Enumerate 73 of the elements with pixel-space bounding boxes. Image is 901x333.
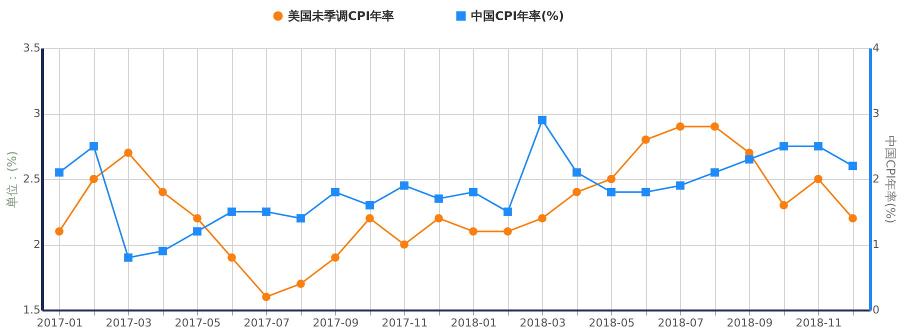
y2-tick-label: 0 (872, 304, 880, 316)
y-tick-label: 2 (34, 238, 40, 251)
point (331, 188, 340, 196)
point (124, 148, 132, 157)
point (400, 240, 408, 249)
x-tick-label: 2017-05 (174, 316, 221, 330)
point (331, 253, 340, 262)
point (642, 188, 650, 196)
point (296, 280, 305, 288)
y2-tick-label: 3 (872, 107, 880, 120)
point (469, 188, 478, 196)
point (848, 214, 857, 222)
point (366, 214, 374, 222)
point (538, 116, 546, 124)
point (434, 194, 443, 203)
y2-tick-label: 1 (872, 238, 880, 251)
point (193, 214, 202, 222)
point (607, 188, 616, 196)
point (262, 292, 270, 302)
y-axis-title: 单位：(%) (5, 151, 20, 208)
point (676, 181, 684, 190)
point (366, 201, 374, 210)
point (642, 136, 650, 144)
point (710, 168, 719, 177)
y-tick-label: 2.5 (23, 172, 40, 186)
point (124, 253, 132, 262)
point (158, 246, 167, 256)
point (676, 122, 684, 131)
point (296, 214, 305, 222)
x-tick-label: 2017-07 (244, 316, 290, 330)
point (193, 227, 202, 236)
point (504, 227, 512, 236)
x-tick-label: 2018-07 (658, 316, 704, 330)
x-tick-label: 2018-01 (450, 316, 497, 330)
y-tick-label: 3.5 (23, 42, 40, 54)
x-tick-label: 2018-05 (588, 316, 635, 330)
point (780, 142, 788, 150)
x-tick-label: 2018-11 (796, 316, 842, 330)
point (607, 174, 616, 184)
point (90, 142, 98, 150)
point (434, 214, 443, 222)
y-tick-label: 3 (34, 107, 40, 120)
point (55, 227, 64, 236)
y2-tick-label: 4 (872, 42, 880, 54)
x-tick-label: 2017-11 (382, 316, 428, 330)
point (572, 188, 581, 196)
point (228, 208, 236, 216)
x-tick-label: 2017-01 (36, 316, 83, 330)
point (538, 214, 546, 222)
point (572, 168, 581, 177)
point (814, 142, 822, 150)
point (780, 201, 788, 210)
point (745, 155, 754, 164)
x-tick-label: 2017-09 (312, 316, 359, 330)
x-tick-label: 2018-03 (520, 316, 566, 330)
point (90, 174, 98, 184)
point (158, 188, 167, 196)
y2-tick-label: 2 (872, 172, 880, 186)
y2-axis-title: 中国CPI年率(%) (884, 136, 898, 224)
point (469, 227, 478, 236)
point (814, 174, 822, 184)
point (504, 208, 512, 216)
point (228, 253, 236, 262)
point (400, 181, 408, 190)
point (55, 168, 64, 177)
x-tick-label: 2017-03 (106, 316, 152, 330)
y-tick-label: 1.5 (23, 304, 40, 316)
point (710, 122, 719, 131)
legend-label: 美国未季调CPI年率 (287, 9, 394, 23)
point (848, 162, 857, 170)
legend-label: 中国CPI年率(%) (471, 9, 564, 23)
x-tick-label: 2018-09 (726, 316, 773, 330)
point (262, 208, 270, 216)
